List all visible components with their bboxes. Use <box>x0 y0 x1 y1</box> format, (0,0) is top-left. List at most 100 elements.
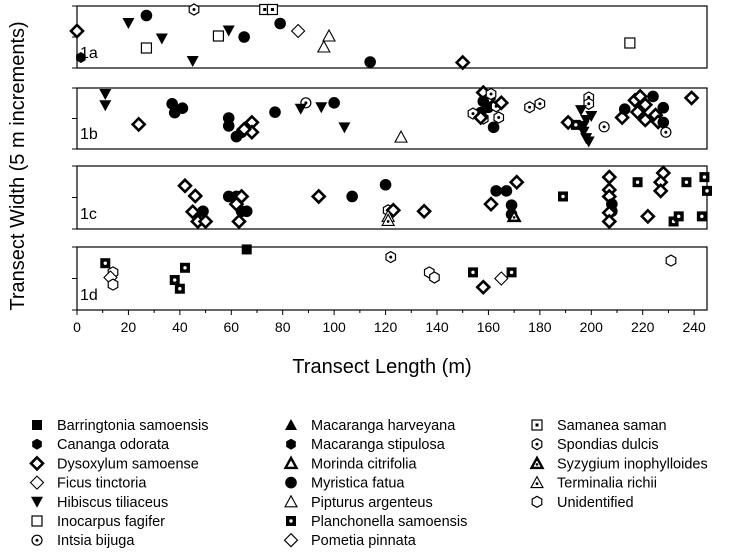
legend-entry-unidentified: Unidentified <box>531 495 634 511</box>
x-tick-label: 40 <box>172 319 188 335</box>
point-myristica-fatua <box>500 185 513 197</box>
point-dysoxylum-samoense <box>493 94 510 111</box>
point-planchonella-samoensis <box>100 258 111 269</box>
point-myristica-fatua <box>140 9 153 22</box>
legend-label: Barringtonia samoensis <box>57 418 209 434</box>
point-planchonella-samoensis <box>570 119 581 130</box>
legend-entry-cananga-odorata: Cananga odorata <box>32 437 170 453</box>
point-inocarpus-fagifer <box>212 30 225 42</box>
x-tick-label: 0 <box>73 319 81 335</box>
x-tick-label: 180 <box>528 319 552 335</box>
point-planchonella-samoensis <box>699 172 710 183</box>
point-dysoxylum-samoense <box>483 196 499 212</box>
panel-label: 1d <box>80 287 98 304</box>
point-hibiscus-tiliaceus <box>294 103 307 115</box>
point-hibiscus-tiliaceus <box>99 89 112 100</box>
point-myristica-fatua <box>168 106 181 119</box>
legend-marker <box>531 419 543 431</box>
point-dysoxylum-samoense <box>310 188 327 205</box>
legend-label: Samanea saman <box>557 418 667 434</box>
panels: 1a 1b 1c 1d <box>69 3 712 311</box>
x-axis: 0 20 40 60 80 100 120 140 160 180 200 220 240 <box>73 310 706 335</box>
point-barringtonia-samoensis <box>241 244 252 255</box>
point-myristica-fatua <box>238 31 250 43</box>
point-dysoxylum-samoense <box>508 174 525 191</box>
point-pipturus-argenteus <box>316 39 331 53</box>
point-myristica-fatua <box>490 185 502 197</box>
point-spondias-dulcis <box>493 111 505 124</box>
point-hibiscus-tiliaceus <box>575 105 587 117</box>
point-pipturus-argenteus <box>394 129 408 143</box>
point-dysoxylum-samoense <box>130 116 147 133</box>
point-ficus-tinctoria <box>494 271 509 286</box>
point-pometia-pinnata <box>290 23 306 39</box>
x-tick-label: 220 <box>631 319 655 335</box>
legend-entry-spondias-dulcis: Spondias dulcis <box>531 437 659 453</box>
legend-label: Ficus tinctoria <box>57 476 147 492</box>
point-spondias-dulcis <box>485 87 497 101</box>
legend-marker <box>31 496 43 508</box>
panel-frame <box>76 5 708 69</box>
point-dysoxylum-samoense <box>416 203 432 220</box>
point-hibiscus-tiliaceus <box>582 136 595 148</box>
point-planchonella-samoensis <box>506 267 517 278</box>
legend-entry-myristica-fatua: Myristica fatua <box>285 476 405 492</box>
point-planchonella-samoensis <box>681 177 692 188</box>
x-axis-title: Transect Length (m) <box>292 356 471 378</box>
point-spondias-dulcis <box>385 250 397 264</box>
point-myristica-fatua <box>269 106 281 118</box>
point-planchonella-samoensis <box>468 267 478 278</box>
legend-entry-ficus-tinctoria: Ficus tinctoria <box>29 475 147 492</box>
legend-entry-pometia-pinnata: Pometia pinnata <box>283 532 417 549</box>
panel-1a: 1a <box>69 3 708 71</box>
legend-marker <box>285 476 297 489</box>
point-hibiscus-tiliaceus <box>99 100 112 112</box>
point-myristica-fatua <box>240 205 253 218</box>
legend-entry-barringtonia-samoensis: Barringtonia samoensis <box>32 418 209 434</box>
legend-entry-hibiscus-tiliaceus: Hibiscus tiliaceus <box>31 495 168 511</box>
legend-label: Terminalia richii <box>557 476 657 492</box>
panel-frame <box>76 87 708 150</box>
point-spondias-dulcis <box>583 97 595 110</box>
point-spondias-dulcis <box>534 97 546 110</box>
point-myristica-fatua <box>618 103 631 115</box>
point-dysoxylum-samoense <box>184 203 201 220</box>
x-tick-label: 20 <box>121 319 137 335</box>
point-unidentified <box>429 271 440 284</box>
x-tick-label: 140 <box>425 319 449 335</box>
legend-marker <box>29 475 45 490</box>
point-planchonella-samoensis <box>696 211 707 222</box>
point-syzygium-inophylloides <box>506 208 522 223</box>
point-planchonella-samoensis <box>558 191 568 202</box>
point-spondias-dulcis <box>188 3 200 16</box>
point-myristica-fatua <box>328 97 340 109</box>
point-dysoxylum-samoense <box>601 213 618 230</box>
point-myristica-fatua <box>379 178 392 191</box>
point-dysoxylum-samoense <box>637 96 654 113</box>
panel-1d: 1d <box>72 244 708 311</box>
legend-label: Pipturus argenteus <box>311 495 433 511</box>
x-tick-label: 120 <box>374 319 398 335</box>
legend-marker <box>529 455 545 470</box>
legend-label: Syzygium inophylloides <box>557 456 708 472</box>
x-tick-label: 240 <box>682 319 706 335</box>
point-hibiscus-tiliaceus <box>577 120 590 132</box>
point-hibiscus-tiliaceus <box>585 111 598 123</box>
point-spondias-dulcis <box>524 101 535 114</box>
legend-label: Inocarpus fagifer <box>57 514 165 530</box>
point-hibiscus-tiliaceus <box>186 56 199 67</box>
legend-label: Pometia pinnata <box>311 533 417 549</box>
panel-label: 1c <box>80 206 97 223</box>
point-dysoxylum-samoense <box>637 112 654 128</box>
legend-marker <box>29 455 45 472</box>
legend-marker <box>286 516 296 526</box>
legend-label: Planchonella samoensis <box>311 514 467 530</box>
legend-entry-macaranga-stipulosa: Macaranga stipulosa <box>286 437 446 453</box>
legend-label: Morinda citrifolia <box>311 456 417 472</box>
point-myristica-fatua <box>647 90 659 103</box>
legend-label: Macaranga stipulosa <box>311 437 446 453</box>
point-inocarpus-fagifer <box>624 37 636 49</box>
point-hibiscus-tiliaceus <box>577 126 590 138</box>
point-dysoxylum-samoense <box>69 23 85 39</box>
legend-entry-intsia-bijuga: Intsia bijuga <box>31 533 135 549</box>
